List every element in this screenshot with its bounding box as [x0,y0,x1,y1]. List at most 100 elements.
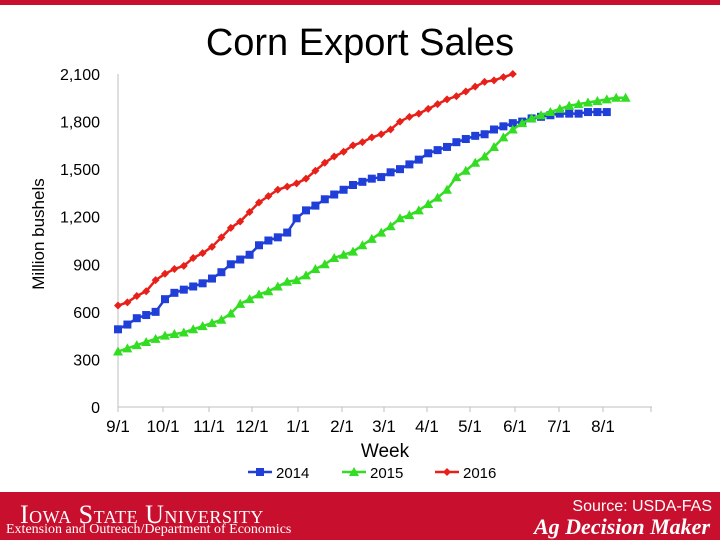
data-point-2014 [584,108,592,117]
x-tick-label: 1/1 [286,417,310,436]
data-point-2014 [593,108,602,117]
data-point-2014 [396,165,404,174]
data-point-2014 [443,142,451,151]
data-point-2015 [460,165,471,175]
data-point-2014 [273,233,282,242]
y-tick-label: 2,100 [60,67,100,84]
data-point-2015 [573,99,584,109]
data-point-2014 [170,288,179,297]
data-point-2015 [611,92,622,102]
data-point-2015 [517,118,528,128]
data-point-2014 [574,109,583,118]
data-point-2016 [302,174,310,183]
data-point-2015 [348,246,358,256]
data-point-2015 [188,324,199,334]
data-point-2014 [339,185,348,194]
data-point-2016 [132,292,141,300]
data-point-2014 [198,279,207,288]
data-point-2015 [564,100,575,110]
y-tick-label: 1,500 [60,162,100,179]
y-tick-label: 300 [73,352,100,369]
data-point-2015 [291,275,302,285]
x-tick-label: 12/1 [235,417,268,436]
data-point-2015 [169,329,180,339]
data-point-2014 [161,295,169,304]
data-point-2016 [142,287,151,296]
data-point-2015 [207,317,217,327]
university-logo-text: Iowa State University [20,500,264,529]
data-point-2015 [329,252,340,262]
data-point-2015 [451,172,462,182]
data-point-2016 [123,298,132,307]
data-point-2015 [301,270,311,280]
data-point-2014 [264,236,273,245]
data-point-2016 [236,217,245,226]
x-tick-label: 9/1 [106,417,130,436]
data-point-2016 [424,104,433,113]
data-point-2014 [490,125,498,134]
data-point-2016 [471,82,480,91]
data-point-2015 [131,340,142,350]
data-point-2014 [330,190,339,199]
data-point-2016 [330,152,339,161]
data-point-2014 [208,274,216,283]
data-point-2014 [179,285,188,294]
data-point-2014 [377,173,386,182]
x-tick-label: 8/1 [591,417,615,436]
data-point-2016 [414,109,423,118]
data-point-2014 [226,260,235,269]
data-point-2015 [385,221,396,231]
x-tick-label: 11/1 [193,417,225,436]
data-point-2015 [601,94,612,104]
data-point-2015 [442,184,452,194]
data-point-2014 [311,201,320,210]
data-point-2015 [197,321,208,331]
data-point-2014 [292,214,301,223]
data-point-2014 [358,177,367,186]
data-point-2016 [490,76,498,85]
data-point-2016 [170,265,179,274]
data-point-2015 [620,92,631,102]
y-tick-label: 600 [73,305,100,322]
data-point-2016 [508,70,517,78]
data-point-2015 [413,205,424,215]
data-point-2016 [273,185,282,194]
data-point-2016 [264,192,273,201]
data-point-2016 [405,112,414,121]
data-point-2016 [255,198,263,207]
chart-title: Corn Export Sales [205,22,515,64]
data-point-2014 [132,314,141,323]
data-point-2015 [489,141,499,151]
data-point-2015 [216,314,227,324]
data-point-2016 [433,100,442,109]
data-point-2016 [396,117,404,126]
data-point-2016 [320,158,329,167]
data-point-2016 [217,233,226,242]
data-point-2016 [208,242,216,251]
data-point-2015 [160,330,170,340]
data-point-2015 [310,264,321,274]
data-point-2016 [161,269,169,278]
legend-label-2014: 2014 [276,465,309,482]
data-point-2015 [235,298,246,308]
x-axis-label: Week [361,441,410,462]
data-point-2015 [357,240,368,250]
x-tick-label: 7/1 [547,417,571,436]
source-note: Source: USDA-FAS [572,498,712,515]
data-point-2015 [470,157,481,167]
data-point-2016 [339,147,348,156]
data-point-2015 [432,192,443,202]
data-point-2014 [386,168,395,177]
y-tick-label: 900 [73,257,100,274]
y-tick-label: 1,800 [60,115,100,132]
data-point-2016 [189,253,198,262]
data-point-2014 [189,282,198,291]
ag-decision-maker-logo: Ag Decision Maker [534,514,710,539]
y-axis-label: Million bushels [29,178,48,290]
data-point-2015 [526,113,537,123]
data-point-2014 [151,307,160,316]
data-point-2015 [592,95,603,105]
data-point-2014 [217,268,226,277]
data-point-2015 [545,107,556,117]
department-text: Extension and Outreach/Department of Eco… [6,522,292,537]
